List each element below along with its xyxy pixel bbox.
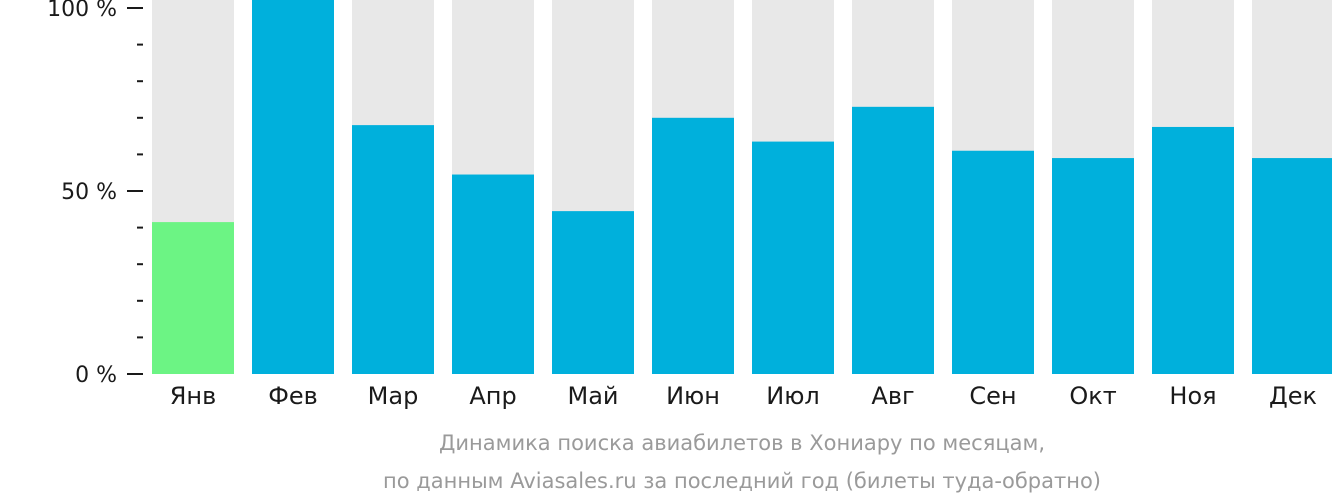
bar-5: [552, 211, 634, 374]
chart-caption-line-2: по данным Aviasales.ru за последний год …: [383, 469, 1101, 493]
bar-3: [352, 125, 434, 375]
x-tick-label: Сен: [969, 382, 1016, 410]
bar-8: [852, 106, 934, 374]
x-tick-label: Июл: [766, 382, 820, 410]
y-axis: 0 % 50 % 100 %: [47, 0, 143, 388]
bar-11: [1152, 126, 1234, 374]
bar-9: [952, 150, 1034, 374]
bar-12: [1252, 158, 1332, 374]
x-tick-label: Фев: [268, 382, 318, 410]
bar-2: [252, 0, 334, 374]
x-tick-label: Окт: [1069, 382, 1116, 410]
y-tick-label: 50 %: [61, 180, 117, 205]
y-tick-label: 100 %: [47, 0, 117, 22]
bar-7: [752, 141, 834, 374]
bars-group: [152, 0, 1332, 375]
x-tick-label: Ноя: [1169, 382, 1216, 410]
x-tick-label: Дек: [1269, 382, 1317, 410]
bar-4: [452, 174, 534, 374]
x-axis-labels: Янв Фев Мар Апр Май Июн Июл Авг Сен Окт Ноя Дек: [170, 382, 1317, 410]
x-tick-label: Июн: [666, 382, 720, 410]
bar-10: [1052, 158, 1134, 374]
x-tick-label: Апр: [469, 382, 516, 410]
x-tick-label: Авг: [871, 382, 914, 410]
x-tick-label: Янв: [170, 382, 217, 410]
chart-caption-line-1: Динамика поиска авиабилетов в Хониару по…: [439, 431, 1045, 455]
x-tick-label: Мар: [368, 382, 419, 410]
bar-1: [152, 222, 234, 374]
y-tick-label: 0 %: [75, 363, 117, 388]
bar-6: [652, 117, 734, 375]
x-tick-label: Май: [567, 382, 618, 410]
